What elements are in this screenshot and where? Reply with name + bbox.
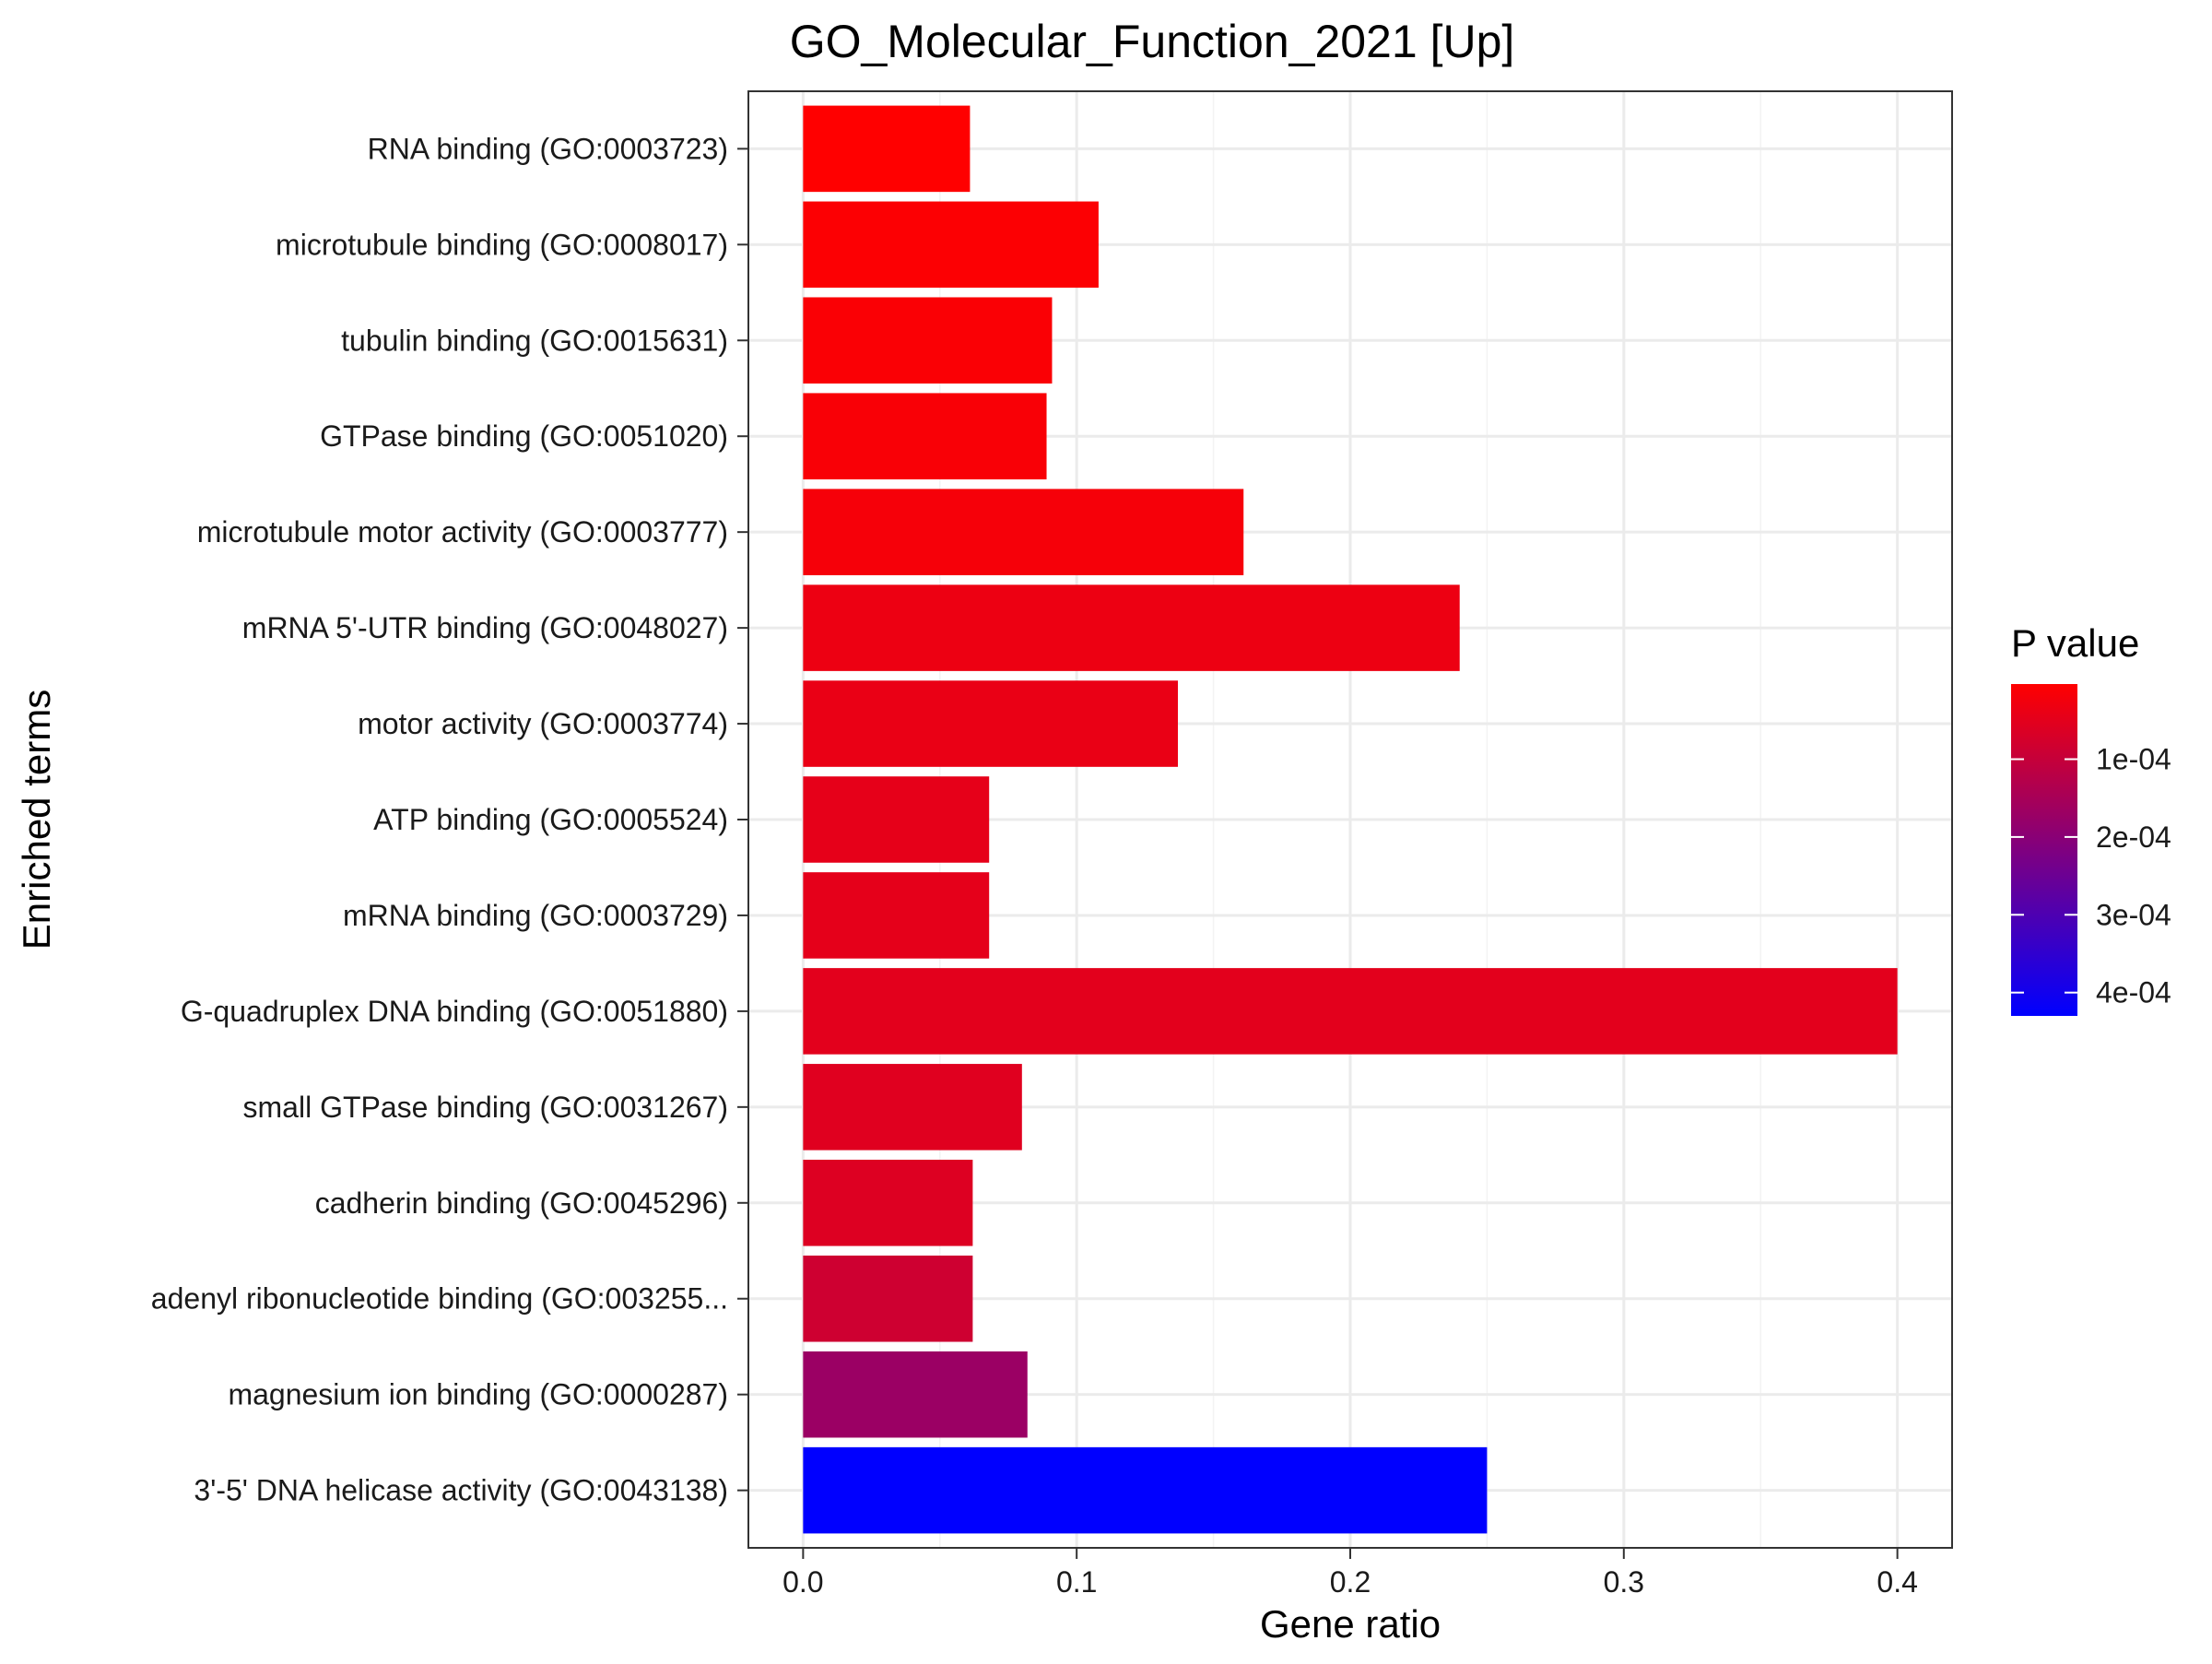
legend-title: P value bbox=[2011, 621, 2139, 665]
y-tick-label: 3'-5' DNA helicase activity (GO:0043138) bbox=[194, 1474, 728, 1507]
bar bbox=[803, 297, 1053, 384]
y-tick-label: ATP binding (GO:0005524) bbox=[373, 803, 728, 836]
bar bbox=[803, 968, 1898, 1055]
x-tick-label: 0.3 bbox=[1604, 1565, 1644, 1599]
bar bbox=[803, 201, 1099, 289]
y-axis-title: Enriched terms bbox=[15, 690, 58, 950]
bar bbox=[803, 105, 971, 193]
x-tick-label: 0.1 bbox=[1056, 1565, 1097, 1599]
bars bbox=[803, 105, 1898, 1534]
legend-colorbar bbox=[2011, 684, 2077, 1016]
y-tick-label: G-quadruplex DNA binding (GO:0051880) bbox=[181, 995, 728, 1028]
y-axis: RNA binding (GO:0003723) microtubule bind… bbox=[151, 132, 748, 1507]
y-tick-label: mRNA 5'-UTR binding (GO:0048027) bbox=[242, 611, 728, 644]
y-tick-label: microtubule motor activity (GO:0003777) bbox=[197, 515, 728, 549]
y-tick-label: small GTPase binding (GO:0031267) bbox=[243, 1091, 728, 1124]
y-tick-label: motor activity (GO:0003774) bbox=[358, 707, 728, 740]
y-tick-label: GTPase binding (GO:0051020) bbox=[320, 419, 728, 453]
bar bbox=[803, 776, 990, 863]
legend-tick-label: 1e-04 bbox=[2096, 743, 2171, 776]
bar bbox=[803, 1255, 973, 1342]
y-tick-label: magnesium ion binding (GO:0000287) bbox=[228, 1378, 728, 1411]
legend-tick-label: 4e-04 bbox=[2096, 976, 2171, 1009]
legend-ticks: 1e-04 2e-04 3e-04 4e-04 bbox=[2011, 743, 2171, 1009]
legend-tick-label: 2e-04 bbox=[2096, 820, 2171, 854]
x-axis-title: Gene ratio bbox=[1260, 1602, 1441, 1646]
bar bbox=[803, 1160, 973, 1246]
chart-title: GO_Molecular_Function_2021 [Up] bbox=[790, 16, 1515, 67]
x-tick-label: 0.2 bbox=[1330, 1565, 1371, 1599]
bar bbox=[803, 1351, 1028, 1438]
legend: P value 1e-04 2e-04 3e-04 4e-04 bbox=[2011, 621, 2171, 1016]
bar bbox=[803, 489, 1244, 575]
x-tick-label: 0.0 bbox=[782, 1565, 823, 1599]
bar bbox=[803, 584, 1460, 671]
y-tick-label: adenyl ribonucleotide binding (GO:003255… bbox=[151, 1282, 728, 1316]
x-tick-label: 0.4 bbox=[1877, 1565, 1917, 1599]
bar bbox=[803, 393, 1047, 479]
bar bbox=[803, 872, 990, 959]
bar bbox=[803, 1446, 1488, 1534]
bar bbox=[803, 1064, 1022, 1151]
y-tick-label: cadherin binding (GO:0045296) bbox=[315, 1186, 728, 1220]
y-tick-label: mRNA binding (GO:0003729) bbox=[343, 899, 728, 932]
x-axis: 0.0 0.1 0.2 0.3 0.4 bbox=[782, 1548, 1918, 1599]
y-tick-label: microtubule binding (GO:0008017) bbox=[276, 228, 728, 261]
bar bbox=[803, 680, 1179, 767]
y-tick-label: tubulin binding (GO:0015631) bbox=[341, 324, 728, 357]
y-tick-label: RNA binding (GO:0003723) bbox=[368, 132, 728, 165]
legend-tick-label: 3e-04 bbox=[2096, 898, 2171, 931]
